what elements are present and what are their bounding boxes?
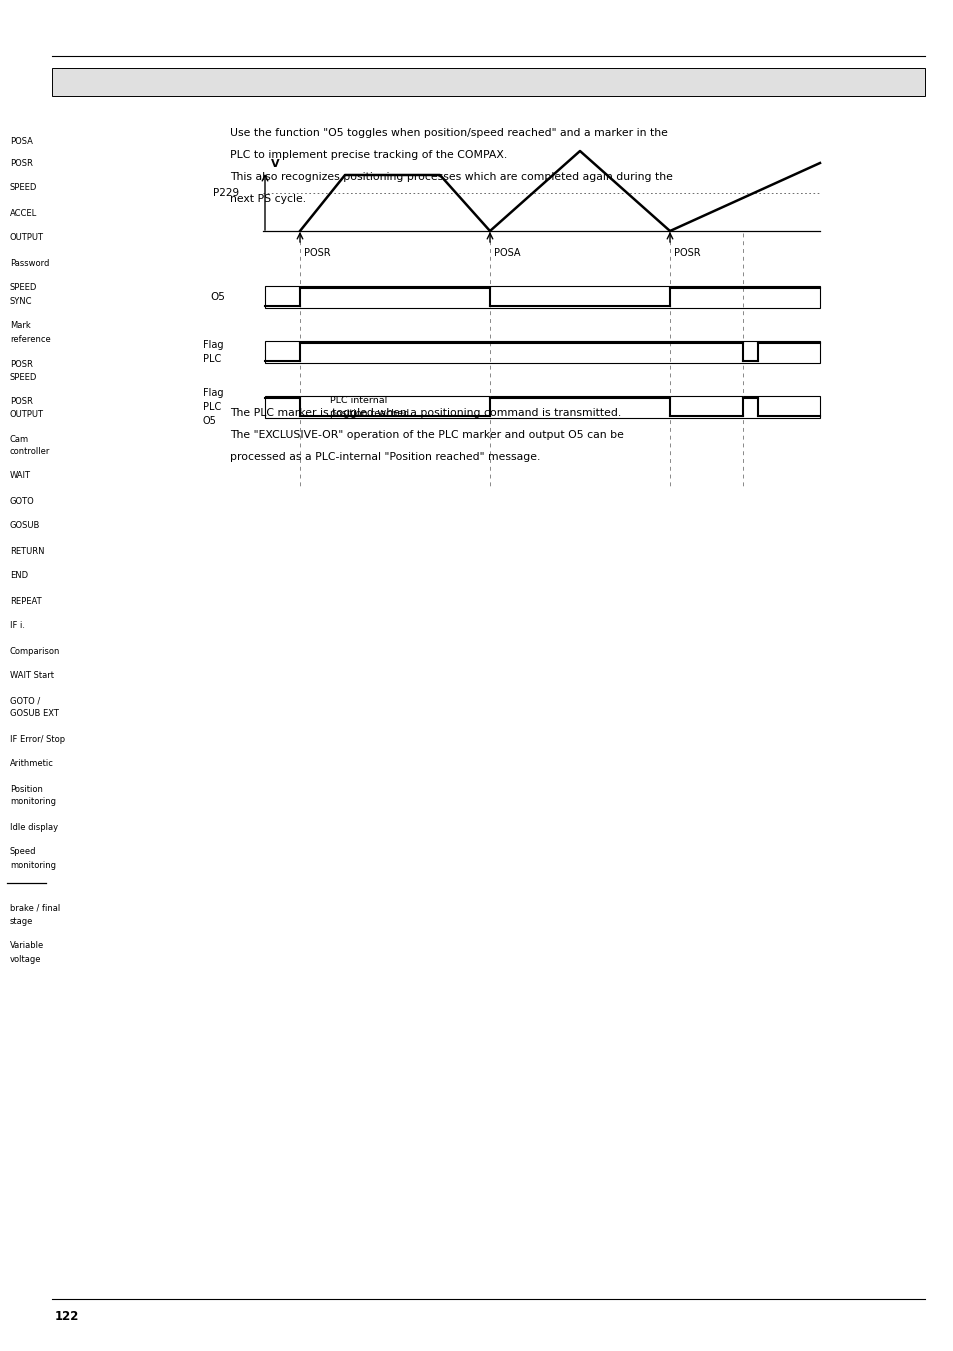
Bar [265,286,820,308]
Text: PLC internal
position reached: PLC internal position reached [330,396,409,417]
Text: Speed: Speed [10,847,36,857]
Text: Mark: Mark [10,322,30,331]
Text: OUTPUT: OUTPUT [10,234,44,242]
Text: P229: P229 [213,188,239,199]
Bar [265,340,820,363]
Text: The "EXCLUSIVE-OR" operation of the PLC marker and output O5 can be: The "EXCLUSIVE-OR" operation of the PLC … [230,430,623,440]
Text: GOTO: GOTO [10,497,34,505]
Text: next PS cycle.: next PS cycle. [230,195,306,204]
Text: SPEED: SPEED [10,284,37,293]
Text: The PLC marker is toggled when a positioning command is transmitted.: The PLC marker is toggled when a positio… [230,408,620,417]
Text: POSR: POSR [10,396,32,405]
Text: brake / final: brake / final [10,904,60,912]
Text: SPEED: SPEED [10,184,37,192]
Text: GOSUB EXT: GOSUB EXT [10,709,59,719]
Text: IF Error/ Stop: IF Error/ Stop [10,735,65,743]
Text: stage: stage [10,916,33,925]
Text: Password: Password [10,258,50,267]
Text: IF i.: IF i. [10,621,25,631]
Text: SYNC: SYNC [10,296,32,305]
Text: monitoring: monitoring [10,797,56,807]
Text: O5: O5 [210,292,225,303]
Text: GOSUB: GOSUB [10,521,40,531]
Text: END: END [10,571,28,581]
Text: Position: Position [10,785,43,793]
Text: SPEED: SPEED [10,373,37,381]
Text: POSR: POSR [304,249,331,258]
Text: PLC: PLC [203,354,221,363]
Text: WAIT Start: WAIT Start [10,671,54,681]
Text: V: V [271,159,279,169]
Text: OUTPUT: OUTPUT [10,409,44,419]
Text: reference: reference [10,335,51,343]
Text: POSA: POSA [10,136,32,146]
Text: POSR: POSR [673,249,700,258]
Text: Flag: Flag [203,340,223,350]
Text: ACCEL: ACCEL [10,208,37,218]
Bar [52,68,924,96]
Bar [265,396,820,417]
Text: monitoring: monitoring [10,861,56,870]
Text: Comparison: Comparison [10,647,60,655]
Text: 122: 122 [55,1310,79,1324]
Text: GOTO /: GOTO / [10,697,40,705]
Text: This also recognizes positioning processes which are completed again during the: This also recognizes positioning process… [230,172,672,182]
Text: Idle display: Idle display [10,823,58,831]
Text: Flag: Flag [203,388,223,399]
Text: Variable: Variable [10,942,44,951]
Text: PLC to implement precise tracking of the COMPAX.: PLC to implement precise tracking of the… [230,150,507,159]
Text: POSR: POSR [10,359,32,369]
Text: Cam: Cam [10,435,30,443]
Text: REPEAT: REPEAT [10,597,42,605]
Text: Use the function "O5 toggles when position/speed reached" and a marker in the: Use the function "O5 toggles when positi… [230,128,667,138]
Text: processed as a PLC-internal "Position reached" message.: processed as a PLC-internal "Position re… [230,453,539,462]
Text: POSR: POSR [10,159,32,169]
Text: controller: controller [10,447,51,457]
Text: PLC: PLC [203,403,221,412]
Text: POSA: POSA [494,249,520,258]
Text: WAIT: WAIT [10,471,30,481]
Text: voltage: voltage [10,955,42,963]
Text: Arithmetic: Arithmetic [10,759,53,769]
Text: RETURN: RETURN [10,547,45,555]
Text: O5: O5 [203,416,216,426]
